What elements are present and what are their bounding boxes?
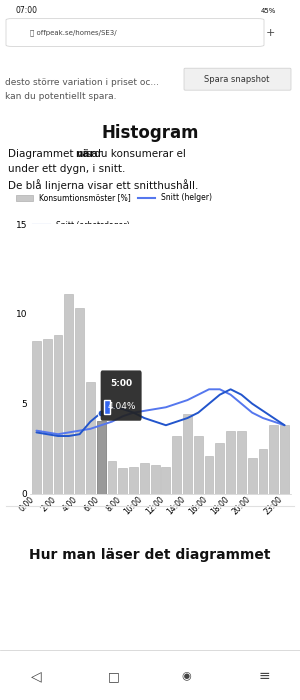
Text: □: □: [108, 670, 120, 683]
Bar: [86, 382, 95, 494]
FancyBboxPatch shape: [184, 68, 291, 90]
Bar: [215, 443, 224, 494]
Bar: [237, 430, 246, 494]
Legend: Snitt (arbetsdagar): Snitt (arbetsdagar): [33, 221, 129, 230]
FancyBboxPatch shape: [100, 370, 142, 421]
Bar: [140, 463, 149, 494]
Bar: [75, 309, 84, 494]
Bar: [97, 421, 106, 494]
Bar: [151, 465, 160, 493]
Text: +: +: [265, 27, 275, 38]
Bar: [43, 339, 52, 494]
Text: ◉: ◉: [181, 671, 191, 681]
Text: 07:00: 07:00: [15, 6, 37, 15]
Bar: [118, 468, 127, 493]
Bar: [194, 436, 203, 494]
Text: ≡: ≡: [258, 669, 270, 683]
Bar: [97, 421, 106, 494]
Bar: [259, 449, 267, 493]
Text: Hur man läser det diagrammet: Hur man läser det diagrammet: [29, 548, 271, 562]
Text: 45%: 45%: [261, 8, 276, 14]
Bar: [107, 461, 116, 493]
Bar: [183, 414, 192, 494]
Bar: [248, 458, 256, 493]
Bar: [32, 341, 41, 493]
Bar: [226, 430, 235, 494]
Bar: [161, 467, 170, 494]
Text: 5:00: 5:00: [110, 379, 132, 388]
Text: desto större variation i priset oc...: desto större variation i priset oc...: [5, 78, 159, 88]
Text: när: när: [75, 149, 94, 159]
FancyBboxPatch shape: [6, 19, 264, 46]
Text: du konsumerar el: du konsumerar el: [91, 149, 186, 159]
Bar: [172, 436, 181, 494]
Bar: [104, 400, 110, 414]
Text: De blå linjerna visar ett snitthushåll.: De blå linjerna visar ett snitthushåll.: [8, 179, 198, 191]
Text: Histogram: Histogram: [101, 124, 199, 142]
Bar: [129, 467, 138, 494]
Bar: [64, 294, 73, 494]
Text: Diagrammet visar: Diagrammet visar: [8, 149, 105, 159]
Text: 🔒 offpeak.se/homes/SE3/: 🔒 offpeak.se/homes/SE3/: [30, 29, 117, 36]
Text: kan du potentiellt spara.: kan du potentiellt spara.: [5, 92, 116, 102]
Bar: [205, 456, 214, 493]
Bar: [54, 335, 62, 494]
Text: ◁: ◁: [31, 669, 41, 683]
Bar: [269, 425, 278, 493]
Text: Spara snapshot: Spara snapshot: [204, 75, 270, 84]
Text: 4.04%: 4.04%: [107, 402, 136, 412]
Text: under ett dygn, i snitt.: under ett dygn, i snitt.: [8, 164, 125, 174]
Bar: [280, 425, 289, 493]
